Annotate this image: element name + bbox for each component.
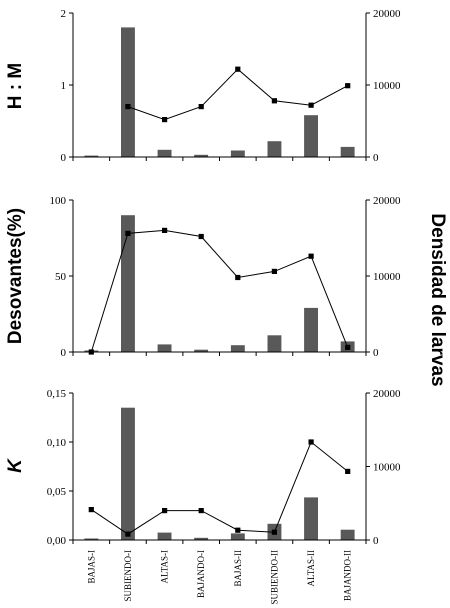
bar-bajas-i xyxy=(84,538,99,540)
point-bajando-ii xyxy=(345,344,351,350)
left-tick-label: 1 xyxy=(61,80,67,92)
left-tick-label: 100 xyxy=(50,195,67,207)
panel-3: 0,00 0,05 0,10 0,15 0 10000 20000 BAJAS-I SUBIEN… xyxy=(47,388,401,605)
point-altas-i xyxy=(162,117,168,123)
bar-subiendo-ii xyxy=(267,141,282,157)
point-subiendo-ii xyxy=(271,268,277,274)
left-tick-label: 50 xyxy=(55,271,67,283)
bar-bajando-i xyxy=(194,154,209,157)
bar-altas-i xyxy=(157,532,172,540)
category-label: ALTAS-II xyxy=(306,550,316,586)
y-label-hm: H : M xyxy=(5,63,26,109)
series-line xyxy=(91,441,349,535)
left-tick-label: 0 xyxy=(61,347,67,359)
bar-bajas-ii xyxy=(230,345,245,352)
bar-subiendo-i xyxy=(121,407,135,540)
category-label: SUBIENDO-II xyxy=(269,550,279,605)
category-label: BAJAS-II xyxy=(233,550,243,587)
bar-bajando-ii xyxy=(340,146,355,157)
point-subiendo-i xyxy=(125,230,131,236)
right-tick-label: 10000 xyxy=(373,80,401,92)
point-bajas-i xyxy=(88,507,94,513)
category-label: BAJANDO-I xyxy=(196,550,206,598)
left-tick-label: 0,10 xyxy=(47,437,67,449)
point-altas-ii xyxy=(308,439,314,445)
bar-altas-ii xyxy=(304,115,318,157)
bar-altas-i xyxy=(157,344,172,352)
bar-subiendo-i xyxy=(121,215,135,352)
right-tick-label: 0 xyxy=(373,347,379,359)
category-label: BAJAS-I xyxy=(86,550,96,584)
right-tick-label: 0 xyxy=(373,535,379,547)
point-altas-i xyxy=(162,227,168,233)
bar-subiendo-ii xyxy=(267,335,282,352)
right-tick-label: 10000 xyxy=(373,271,401,283)
bar-altas-ii xyxy=(304,497,318,540)
point-bajando-i xyxy=(198,104,204,110)
right-tick-label: 0 xyxy=(373,152,379,164)
bar-altas-i xyxy=(157,149,172,157)
point-altas-ii xyxy=(308,253,314,259)
panel-1: 0 1 2 0 10000 20000 xyxy=(61,8,402,164)
point-bajando-ii xyxy=(345,83,351,89)
y-label-k: K xyxy=(5,458,26,473)
series-line xyxy=(90,229,349,353)
bar-subiendo-i xyxy=(121,27,135,158)
point-altas-i xyxy=(162,508,168,514)
y-label-desovantes: Desovantes(%) xyxy=(5,208,26,344)
point-bajas-ii xyxy=(235,66,241,72)
point-altas-ii xyxy=(308,102,314,108)
point-subiendo-ii xyxy=(271,529,277,535)
right-tick-label: 20000 xyxy=(373,388,401,400)
point-bajando-ii xyxy=(345,468,351,474)
point-bajas-ii xyxy=(235,274,241,281)
point-bajando-i xyxy=(198,233,204,240)
point-bajas-ii xyxy=(235,527,241,533)
category-label: BAJANDO-II xyxy=(343,550,353,601)
left-tick-label: 0,15 xyxy=(47,388,67,400)
panels: 01201000020000050100010000200000,000,050… xyxy=(47,8,401,605)
left-tick-label: 2 xyxy=(61,8,67,20)
bar-bajas-ii xyxy=(230,533,245,540)
right-tick-label: 10000 xyxy=(373,462,401,474)
panel-2: 0 50 100 0 10000 20000 xyxy=(50,195,402,359)
point-subiendo-i xyxy=(125,104,131,110)
left-tick-label: 0,00 xyxy=(47,535,67,547)
left-tick-label: 0,05 xyxy=(47,486,67,498)
bar-bajando-ii xyxy=(340,529,355,540)
category-label: SUBIENDO-I xyxy=(123,550,133,602)
point-subiendo-i xyxy=(125,531,131,537)
series-line xyxy=(127,68,348,121)
bar-bajas-i xyxy=(84,155,99,157)
bar-bajando-i xyxy=(194,349,209,352)
right-tick-label: 20000 xyxy=(373,195,401,207)
right-y-label: Densidad de larvas xyxy=(427,213,448,386)
point-bajando-i xyxy=(198,508,204,514)
category-label: ALTAS-I xyxy=(160,550,170,583)
bar-altas-ii xyxy=(304,307,318,352)
bar-bajas-ii xyxy=(230,150,245,157)
left-tick-label: 0 xyxy=(61,152,67,164)
bar-bajando-i xyxy=(194,537,209,540)
right-tick-label: 20000 xyxy=(373,8,401,20)
point-subiendo-ii xyxy=(271,98,277,104)
